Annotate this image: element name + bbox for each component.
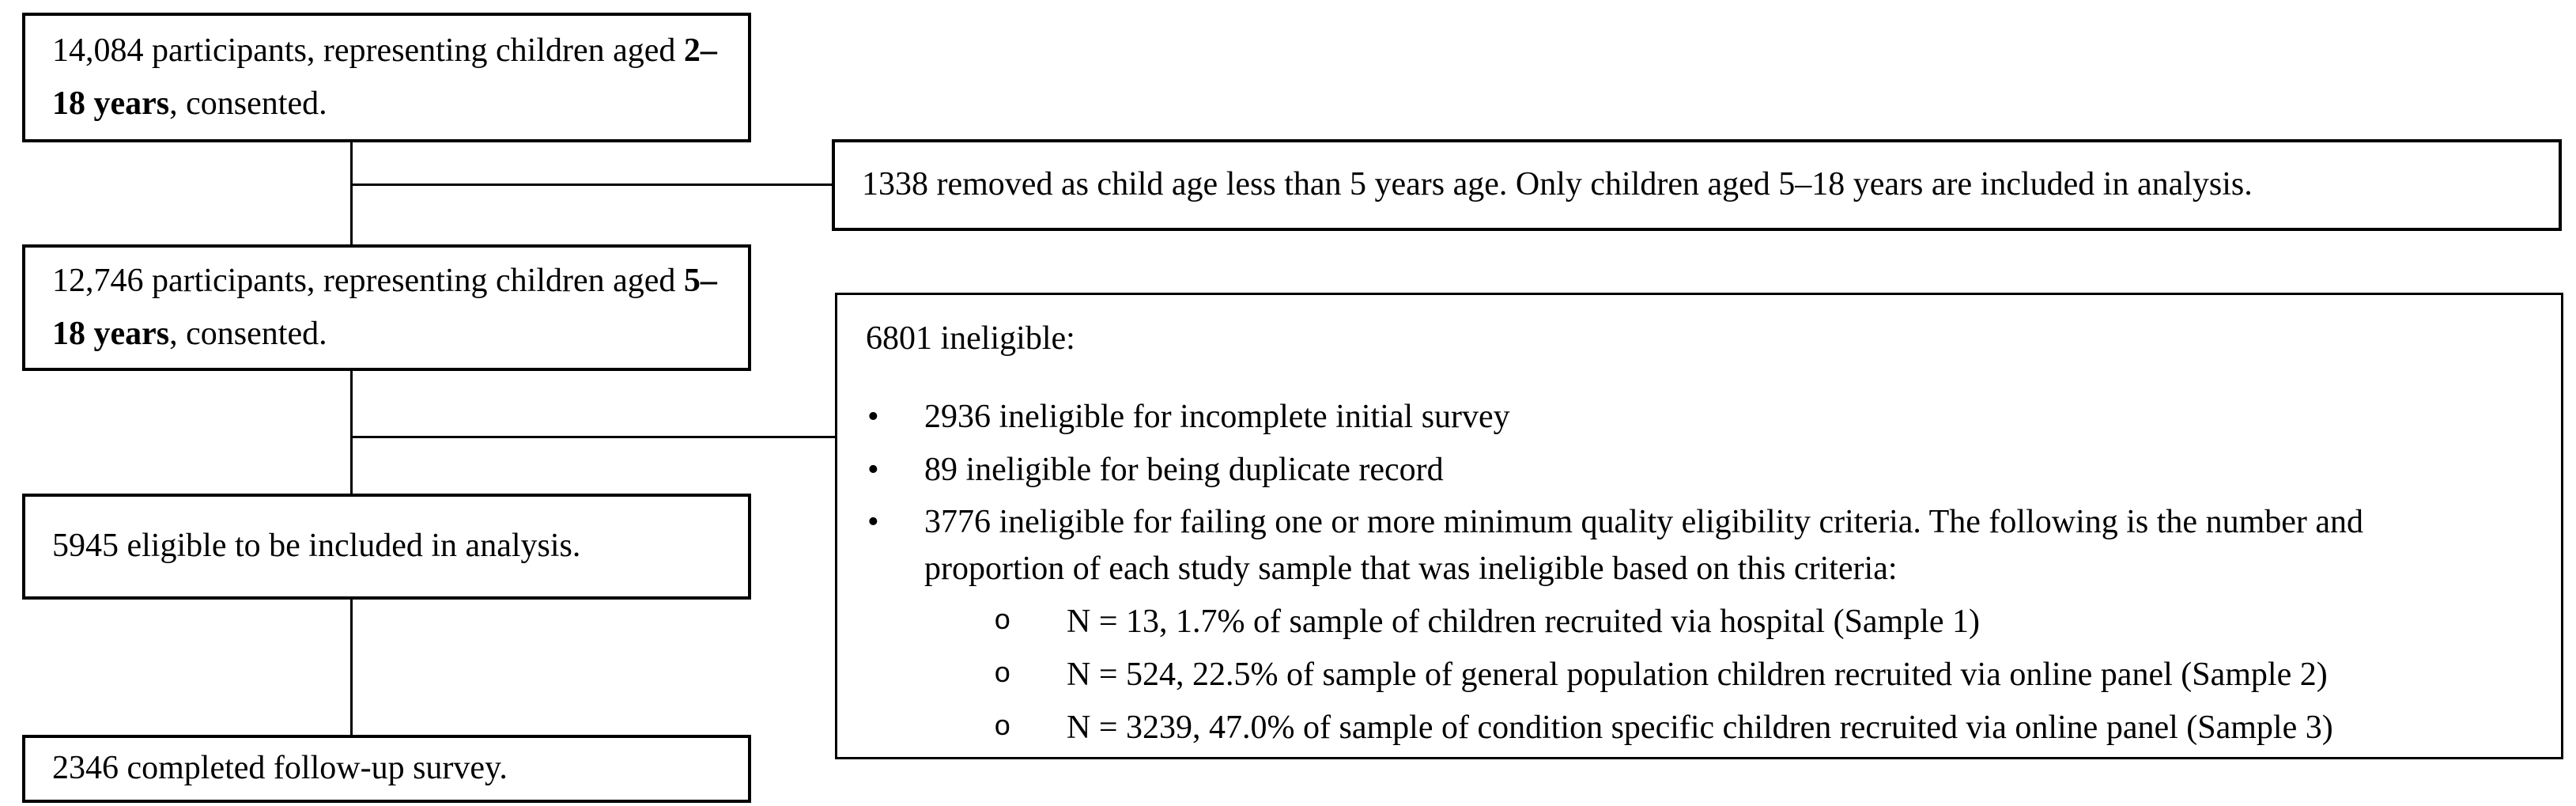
text-segment: , consented. <box>169 316 327 352</box>
bullet-icon: • <box>867 504 879 541</box>
connector-vertical-1 <box>350 142 353 244</box>
flow-box-consented-2-18: 14,084 participants, representing childr… <box>22 13 751 142</box>
sub-bullet-text: N = 524, 22.5% of sample of general popu… <box>1067 656 2328 693</box>
sub-bullet-text: N = 13, 1.7% of sample of children recru… <box>1067 603 1981 640</box>
sub-bullet-icon: o <box>994 657 1011 691</box>
flow-box-eligible: 5945 eligible to be included in analysis… <box>22 494 751 600</box>
bullet-icon: • <box>867 398 879 435</box>
bold-age-range: 2–18 years <box>52 32 717 122</box>
bullet-icon: • <box>867 451 879 488</box>
text-segment: , consented. <box>169 85 327 122</box>
bullet-item-duplicate-record: • 89 ineligible for being duplicate reco… <box>837 447 2529 494</box>
bullet-item-incomplete-survey: • 2936 ineligible for incomplete initial… <box>837 394 2529 441</box>
connector-branch-ineligible <box>351 436 835 438</box>
bullet-text: 2936 ineligible for incomplete initial s… <box>924 398 1510 435</box>
bullet-text: 3776 ineligible for failing one or more … <box>924 504 2364 588</box>
exclusion-box-text: 1338 removed as child age less than 5 ye… <box>862 166 2253 203</box>
text-segment: 12,746 participants, representing childr… <box>52 262 684 299</box>
connector-branch-age-removed <box>351 184 832 186</box>
bullet-text: 89 ineligible for being duplicate record <box>924 451 1444 488</box>
flow-box-followup: 2346 completed follow-up survey. <box>22 735 751 803</box>
ineligible-title: 6801 ineligible: <box>866 320 1075 357</box>
flow-box-text: 12,746 participants, representing childr… <box>52 255 721 361</box>
exclusion-box-age-removed: 1338 removed as child age less than 5 ye… <box>832 139 2562 231</box>
sub-bullet-item-sample2: o N = 524, 22.5% of sample of general po… <box>837 652 2529 698</box>
flow-box-text: 14,084 participants, representing childr… <box>52 25 721 131</box>
text-segment: 14,084 participants, representing childr… <box>52 32 684 69</box>
flow-box-text: 5945 eligible to be included in analysis… <box>52 528 581 565</box>
bold-age-range: 5–18 years <box>52 262 717 352</box>
flow-box-text: 2346 completed follow-up survey. <box>52 750 508 787</box>
sub-bullet-icon: o <box>994 710 1011 744</box>
exclusion-box-ineligible: 6801 ineligible: • 2936 ineligible for i… <box>835 293 2563 759</box>
bullet-item-quality-criteria: • 3776 ineligible for failing one or mor… <box>837 499 2529 592</box>
sub-bullet-item-sample3: o N = 3239, 47.0% of sample of condition… <box>837 705 2529 751</box>
flow-box-consented-5-18: 12,746 participants, representing childr… <box>22 244 751 371</box>
sub-bullet-text: N = 3239, 47.0% of sample of condition s… <box>1067 709 2333 746</box>
sub-bullet-item-sample1: o N = 13, 1.7% of sample of children rec… <box>837 599 2529 645</box>
connector-vertical-2 <box>350 371 353 494</box>
sub-bullet-icon: o <box>994 604 1011 638</box>
connector-vertical-3 <box>350 600 353 735</box>
